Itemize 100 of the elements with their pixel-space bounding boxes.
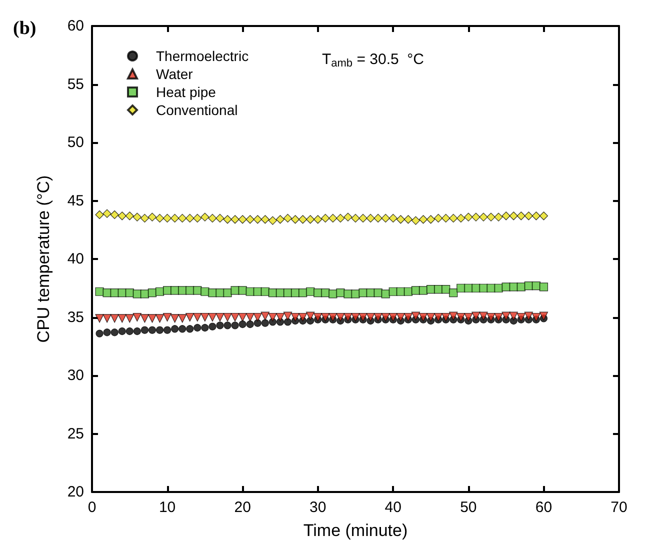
point xyxy=(442,214,450,223)
point xyxy=(328,290,338,298)
point xyxy=(253,215,262,224)
point xyxy=(95,314,104,323)
point xyxy=(524,212,533,220)
point xyxy=(238,286,247,295)
point xyxy=(200,212,210,222)
point xyxy=(502,282,510,292)
point xyxy=(306,312,315,320)
point xyxy=(283,312,292,320)
point xyxy=(201,324,209,332)
point xyxy=(200,312,210,322)
point xyxy=(118,327,126,336)
point xyxy=(230,312,240,322)
point xyxy=(516,312,526,322)
point xyxy=(472,312,480,320)
point xyxy=(238,215,247,224)
point xyxy=(418,215,428,224)
point xyxy=(516,212,526,220)
point xyxy=(351,214,360,223)
point xyxy=(148,212,157,222)
point xyxy=(321,214,330,223)
point xyxy=(351,312,360,322)
point xyxy=(246,312,254,322)
point xyxy=(381,214,390,223)
point xyxy=(162,286,172,295)
point xyxy=(96,330,104,338)
point xyxy=(539,282,548,292)
point xyxy=(260,312,270,320)
point xyxy=(426,215,436,224)
point xyxy=(464,212,473,222)
point xyxy=(170,214,180,223)
point xyxy=(366,312,375,322)
point xyxy=(344,212,352,222)
point xyxy=(314,312,322,322)
point xyxy=(186,325,194,333)
point xyxy=(208,214,217,223)
point xyxy=(479,212,488,222)
point xyxy=(396,215,405,224)
point xyxy=(254,319,262,327)
point xyxy=(290,312,300,322)
point xyxy=(171,325,179,333)
point xyxy=(388,312,398,322)
legend-label: Conventional xyxy=(156,102,238,118)
point xyxy=(388,214,398,223)
point xyxy=(193,312,202,322)
point xyxy=(502,312,510,320)
point xyxy=(449,312,458,320)
point xyxy=(170,286,180,295)
point xyxy=(118,314,126,323)
point xyxy=(509,282,518,292)
x-tick-label: 40 xyxy=(384,499,402,516)
point xyxy=(344,290,352,298)
point xyxy=(502,212,510,220)
point xyxy=(374,312,382,322)
point xyxy=(186,214,194,223)
point xyxy=(102,209,112,218)
point xyxy=(186,286,194,295)
point xyxy=(268,312,277,322)
point xyxy=(464,312,473,322)
point xyxy=(539,212,548,220)
point xyxy=(125,212,134,220)
point xyxy=(155,214,164,223)
legend-label: Water xyxy=(156,66,194,82)
point xyxy=(442,312,450,322)
y-tick-label: 60 xyxy=(67,18,84,34)
point xyxy=(253,312,262,322)
y-tick-label: 20 xyxy=(67,484,84,500)
x-tick-label: 70 xyxy=(610,499,628,516)
point xyxy=(223,215,232,224)
point xyxy=(486,312,496,322)
point xyxy=(178,325,186,333)
point xyxy=(509,312,518,320)
point xyxy=(290,215,300,224)
y-tick-label: 45 xyxy=(67,192,84,210)
y-tick-label: 55 xyxy=(67,76,84,93)
point xyxy=(426,312,436,322)
point xyxy=(223,288,232,298)
point xyxy=(260,215,270,224)
point xyxy=(494,212,503,222)
point xyxy=(224,322,232,330)
point xyxy=(449,288,458,298)
point xyxy=(178,314,187,323)
point xyxy=(223,312,232,322)
point xyxy=(486,212,496,222)
point xyxy=(162,214,172,223)
point xyxy=(351,290,360,298)
y-tick-label: 35 xyxy=(67,308,84,326)
point xyxy=(306,215,315,224)
point xyxy=(216,214,224,223)
point xyxy=(103,328,111,336)
point xyxy=(208,312,217,322)
point xyxy=(381,290,390,298)
point xyxy=(140,290,149,298)
point xyxy=(208,322,216,330)
x-tick-label: 10 xyxy=(158,499,176,516)
point xyxy=(344,312,352,322)
point xyxy=(479,312,488,320)
point xyxy=(494,312,503,322)
point xyxy=(381,312,390,322)
